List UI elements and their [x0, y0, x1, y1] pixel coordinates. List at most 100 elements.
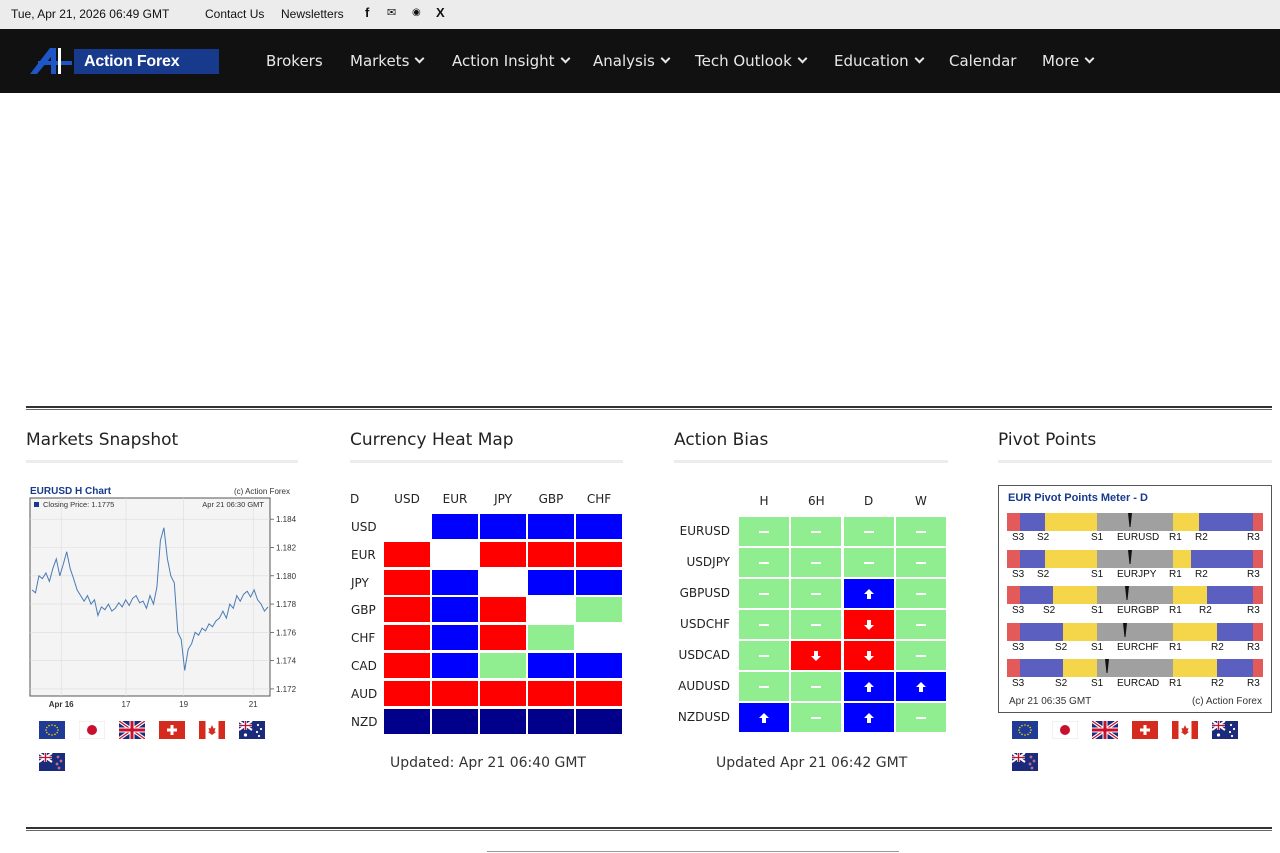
flag-jp-icon[interactable] [1051, 720, 1079, 740]
flag-ch-icon[interactable] [1132, 721, 1158, 739]
bias-neutral-cell[interactable] [895, 703, 946, 732]
site-logo[interactable]: Action Forex [28, 46, 219, 75]
heatmap-cell[interactable] [528, 514, 574, 539]
bias-neutral-cell[interactable] [739, 641, 789, 670]
flag-au-icon[interactable] [1211, 720, 1238, 739]
heatmap-cell[interactable] [384, 597, 430, 623]
pivot-bar-eurgbp[interactable] [1007, 586, 1263, 604]
bias-neutral-cell[interactable] [895, 610, 946, 639]
heatmap-cell[interactable] [432, 708, 478, 734]
flag-nz-icon[interactable] [1011, 752, 1038, 771]
heatmap-cell[interactable] [576, 541, 622, 567]
heatmap-cell[interactable] [528, 625, 574, 651]
heatmap-cell[interactable] [480, 514, 526, 539]
flag-nz-icon[interactable] [38, 752, 65, 771]
bias-neutral-cell[interactable] [895, 641, 946, 670]
heatmap-cell[interactable] [432, 625, 478, 651]
bias-neutral-cell[interactable] [843, 548, 894, 577]
heatmap-cell[interactable] [528, 653, 574, 678]
bias-neutral-cell[interactable] [791, 517, 842, 546]
bias-neutral-cell[interactable] [791, 703, 842, 732]
flag-gb-icon[interactable] [1091, 719, 1119, 741]
heatmap-cell[interactable] [480, 653, 526, 678]
heatmap-cell[interactable] [384, 625, 430, 651]
heatmap-cell[interactable] [528, 680, 574, 706]
bias-up-cell[interactable] [843, 579, 894, 608]
bias-down-cell[interactable] [843, 610, 894, 639]
heatmap-cell[interactable] [480, 541, 526, 567]
nav-analysis[interactable]: Analysis [593, 29, 671, 93]
nav-markets[interactable]: Markets [350, 29, 425, 93]
bias-down-cell[interactable] [843, 641, 894, 670]
heatmap-cell[interactable] [480, 708, 526, 734]
nav-tech-outlook[interactable]: Tech Outlook [695, 29, 808, 93]
heatmap-cell[interactable] [528, 597, 574, 623]
bias-up-cell[interactable] [843, 703, 894, 732]
heatmap-cell[interactable] [432, 597, 478, 623]
bias-neutral-cell[interactable] [739, 672, 789, 701]
heatmap-cell[interactable] [432, 653, 478, 678]
flag-jp-icon[interactable] [78, 720, 106, 740]
nav-action-insight[interactable]: Action Insight [452, 29, 571, 93]
newsletters-link[interactable]: Newsletters [281, 7, 344, 21]
heatmap-cell[interactable] [480, 569, 526, 595]
flag-ca-icon[interactable] [1172, 721, 1198, 739]
bias-neutral-cell[interactable] [791, 548, 842, 577]
bias-down-cell[interactable] [791, 641, 842, 670]
heatmap-cell[interactable] [576, 514, 622, 539]
heatmap-cell[interactable] [480, 680, 526, 706]
heatmap-cell[interactable] [576, 597, 622, 623]
heatmap-cell[interactable] [384, 569, 430, 595]
flag-eu-icon[interactable] [39, 721, 65, 739]
bias-neutral-cell[interactable] [895, 548, 946, 577]
flag-au-icon[interactable] [238, 720, 265, 739]
heatmap-cell[interactable] [384, 708, 430, 734]
nav-education[interactable]: Education [834, 29, 925, 93]
email-icon[interactable]: ✉ [387, 7, 397, 19]
heatmap-cell[interactable] [480, 597, 526, 623]
rss-icon[interactable]: ◉ [412, 7, 421, 18]
pivot-bar-eurjpy[interactable] [1007, 549, 1263, 568]
facebook-icon[interactable]: f [365, 5, 370, 20]
heatmap-cell[interactable] [384, 541, 430, 567]
flag-eu-icon[interactable] [1012, 721, 1038, 739]
heatmap-cell[interactable] [384, 653, 430, 678]
heatmap-cell[interactable] [432, 569, 478, 595]
bias-neutral-cell[interactable] [791, 672, 842, 701]
heatmap-cell[interactable] [384, 680, 430, 706]
heatmap-cell[interactable] [576, 653, 622, 678]
heatmap-cell[interactable] [384, 514, 430, 539]
bias-neutral-cell[interactable] [739, 548, 789, 577]
flag-gb-icon[interactable] [118, 719, 146, 741]
pivot-bar-eurchf[interactable] [1007, 622, 1263, 641]
bias-up-cell[interactable] [739, 703, 789, 732]
pivot-bar-eurcad[interactable] [1007, 659, 1263, 677]
x-twitter-icon[interactable]: X [436, 5, 445, 20]
nav-brokers[interactable]: Brokers [266, 29, 323, 93]
heatmap-cell[interactable] [576, 708, 622, 734]
nav-calendar[interactable]: Calendar [949, 29, 1016, 93]
heatmap-cell[interactable] [432, 541, 478, 567]
bias-neutral-cell[interactable] [843, 517, 894, 546]
heatmap-cell[interactable] [432, 514, 478, 539]
pivot-bar-eurusd[interactable] [1007, 513, 1263, 531]
heatmap-cell[interactable] [576, 680, 622, 706]
heatmap-cell[interactable] [528, 541, 574, 567]
nav-more[interactable]: More [1042, 29, 1095, 93]
bias-neutral-cell[interactable] [791, 579, 842, 608]
bias-neutral-cell[interactable] [895, 517, 946, 546]
bias-neutral-cell[interactable] [895, 579, 946, 608]
heatmap-cell[interactable] [576, 569, 622, 595]
flag-ch-icon[interactable] [159, 721, 185, 739]
bias-neutral-cell[interactable] [791, 610, 842, 639]
pivot-points-meter[interactable]: EUR Pivot Points Meter - D Apr 21 06:35 … [998, 485, 1272, 713]
bias-up-cell[interactable] [895, 672, 946, 701]
heatmap-cell[interactable] [480, 625, 526, 651]
contact-us-link[interactable]: Contact Us [205, 7, 265, 21]
heatmap-cell[interactable] [528, 569, 574, 595]
bias-neutral-cell[interactable] [739, 517, 789, 546]
heatmap-cell[interactable] [432, 680, 478, 706]
bias-neutral-cell[interactable] [739, 579, 789, 608]
heatmap-cell[interactable] [528, 708, 574, 734]
heatmap-cell[interactable] [576, 625, 622, 651]
